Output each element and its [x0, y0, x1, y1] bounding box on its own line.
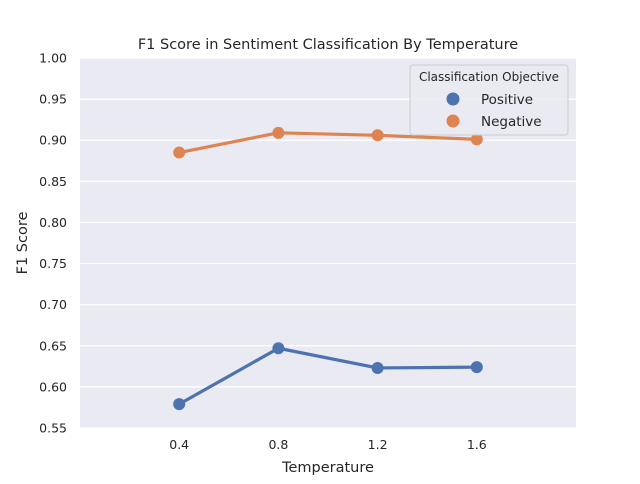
y-tick-label: 0.60 — [39, 379, 67, 394]
series-group — [173, 126, 483, 411]
x-tick-label: 1.6 — [467, 437, 487, 452]
y-tick-label: 0.80 — [39, 215, 67, 230]
legend-label-positive: Positive — [481, 92, 533, 108]
data-point-positive — [470, 361, 483, 374]
legend-marker-positive — [446, 92, 460, 106]
y-tick-label: 0.55 — [39, 421, 67, 436]
y-tick-label: 0.65 — [39, 338, 67, 353]
data-point-negative — [470, 133, 483, 146]
data-point-negative — [272, 126, 285, 139]
y-tick-label: 0.85 — [39, 174, 67, 189]
x-tick-label: 0.4 — [169, 437, 189, 452]
series-line-positive — [177, 346, 479, 406]
data-point-positive — [173, 398, 186, 411]
x-tick-label: 1.2 — [368, 437, 388, 452]
series-positive — [173, 342, 483, 411]
data-point-negative — [173, 146, 186, 159]
grid-lines — [80, 57, 576, 429]
series-negative — [173, 126, 483, 159]
x-axis-label: Temperature — [281, 460, 374, 476]
x-axis-ticks: 0.4 0.8 1.2 1.6 — [169, 437, 487, 452]
chart-title: F1 Score in Sentiment Classification By … — [138, 37, 518, 53]
y-axis-label: F1 Score — [15, 212, 31, 275]
y-tick-label: 1.00 — [39, 51, 67, 66]
data-point-positive — [272, 342, 285, 355]
legend-title: Classification Objective — [419, 70, 559, 84]
legend: Classification Objective Positive Negati… — [409, 64, 569, 136]
x-tick-label: 0.8 — [268, 437, 288, 452]
y-tick-label: 0.90 — [39, 133, 67, 148]
y-tick-label: 0.70 — [39, 297, 67, 312]
data-point-negative — [371, 129, 384, 142]
series-line-negative — [177, 131, 479, 155]
y-axis-ticks: 0.55 0.60 0.65 0.70 0.75 0.80 0.85 0.90 0.95 1.00 — [39, 51, 67, 436]
legend-label-negative: Negative — [481, 114, 542, 130]
y-tick-label: 0.95 — [39, 92, 67, 107]
legend-marker-negative — [446, 114, 460, 128]
y-tick-label: 0.75 — [39, 256, 67, 271]
data-point-positive — [371, 361, 384, 374]
